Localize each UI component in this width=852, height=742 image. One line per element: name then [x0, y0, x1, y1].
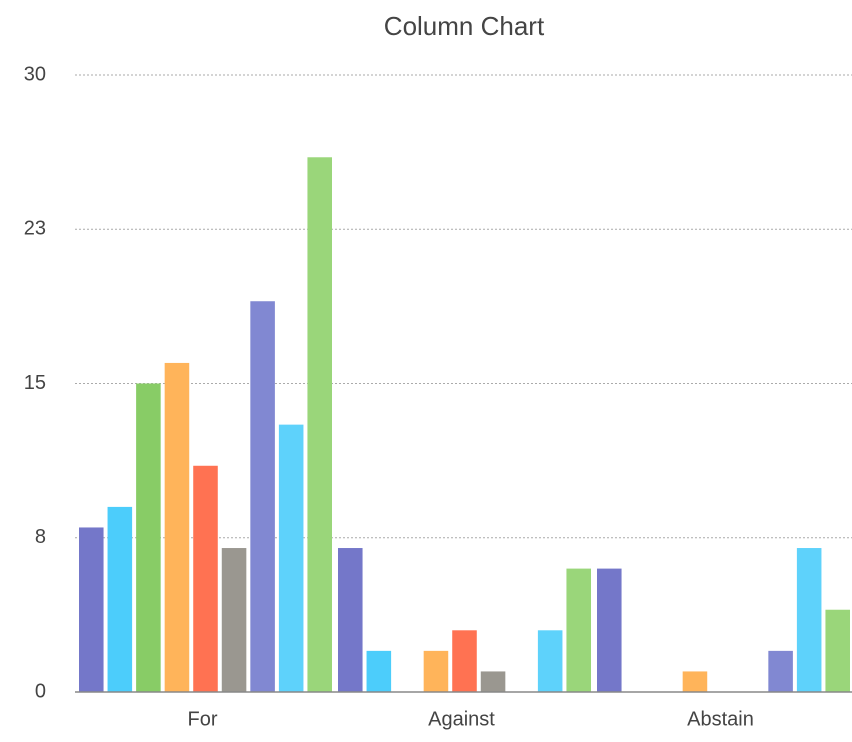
bar [278, 424, 304, 692]
bar [682, 671, 708, 692]
x-tick-label: For [188, 708, 218, 730]
bar [537, 630, 563, 692]
bar [338, 548, 363, 692]
y-tick-label: 8 [35, 526, 46, 548]
bar [796, 548, 822, 692]
bar [825, 609, 850, 692]
bar [107, 506, 133, 692]
bar [193, 465, 218, 692]
bar [136, 383, 161, 692]
bar [366, 650, 392, 692]
bar [480, 671, 506, 692]
bar [307, 157, 332, 692]
bar [250, 301, 275, 692]
bar [566, 568, 591, 692]
bar [452, 630, 477, 692]
chart-title: Column Chart [384, 11, 545, 41]
y-tick-label: 30 [24, 63, 46, 85]
bar [768, 650, 793, 692]
y-tick-label: 0 [35, 680, 46, 702]
bar [423, 650, 449, 692]
x-tick-label: Against [428, 708, 495, 730]
bar [597, 568, 622, 692]
y-tick-label: 23 [24, 218, 46, 240]
x-tick-label: Abstain [687, 708, 754, 730]
bar [79, 527, 104, 692]
bar [164, 362, 190, 692]
y-tick-label: 15 [24, 372, 46, 394]
bar [221, 548, 247, 692]
